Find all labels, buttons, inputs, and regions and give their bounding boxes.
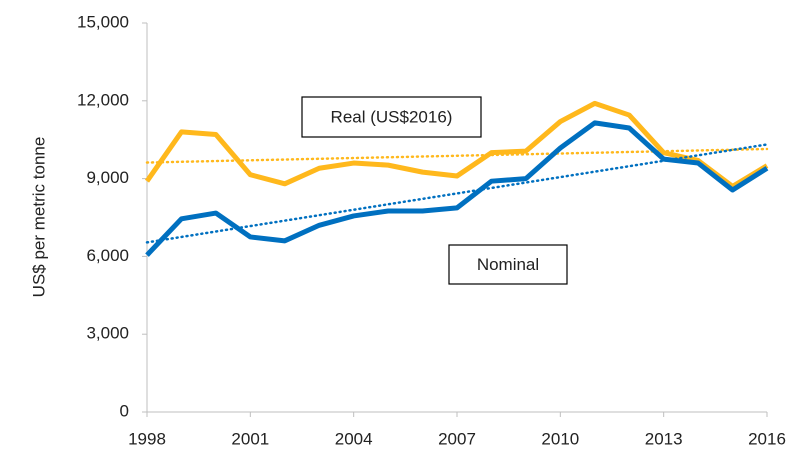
- x-tick-label: 2013: [645, 429, 683, 448]
- x-tick-label: 1998: [128, 429, 166, 448]
- y-tick-label: 12,000: [77, 90, 129, 109]
- legend-box: [448, 244, 568, 285]
- x-tick-label: 2007: [438, 429, 476, 448]
- y-tick-label: 9,000: [86, 168, 129, 187]
- series-line: [145, 120, 769, 257]
- trendline: [145, 143, 769, 244]
- y-axis-label: US$ per metric tonne: [29, 137, 48, 298]
- x-tick-label: 2016: [748, 429, 786, 448]
- x-tick-label: 2001: [231, 429, 269, 448]
- legend-label: Real (US$2016): [331, 107, 453, 126]
- series-line: [144, 100, 769, 189]
- y-tick-label: 3,000: [86, 324, 129, 343]
- x-tick-label: 2010: [541, 429, 579, 448]
- y-tick-label: 0: [120, 401, 129, 420]
- y-tick-label: 6,000: [86, 246, 129, 265]
- legend-label: Nominal: [477, 255, 539, 274]
- legend-box: [301, 96, 482, 138]
- y-tick-label: 15,000: [77, 12, 129, 31]
- x-tick-label: 2004: [335, 429, 373, 448]
